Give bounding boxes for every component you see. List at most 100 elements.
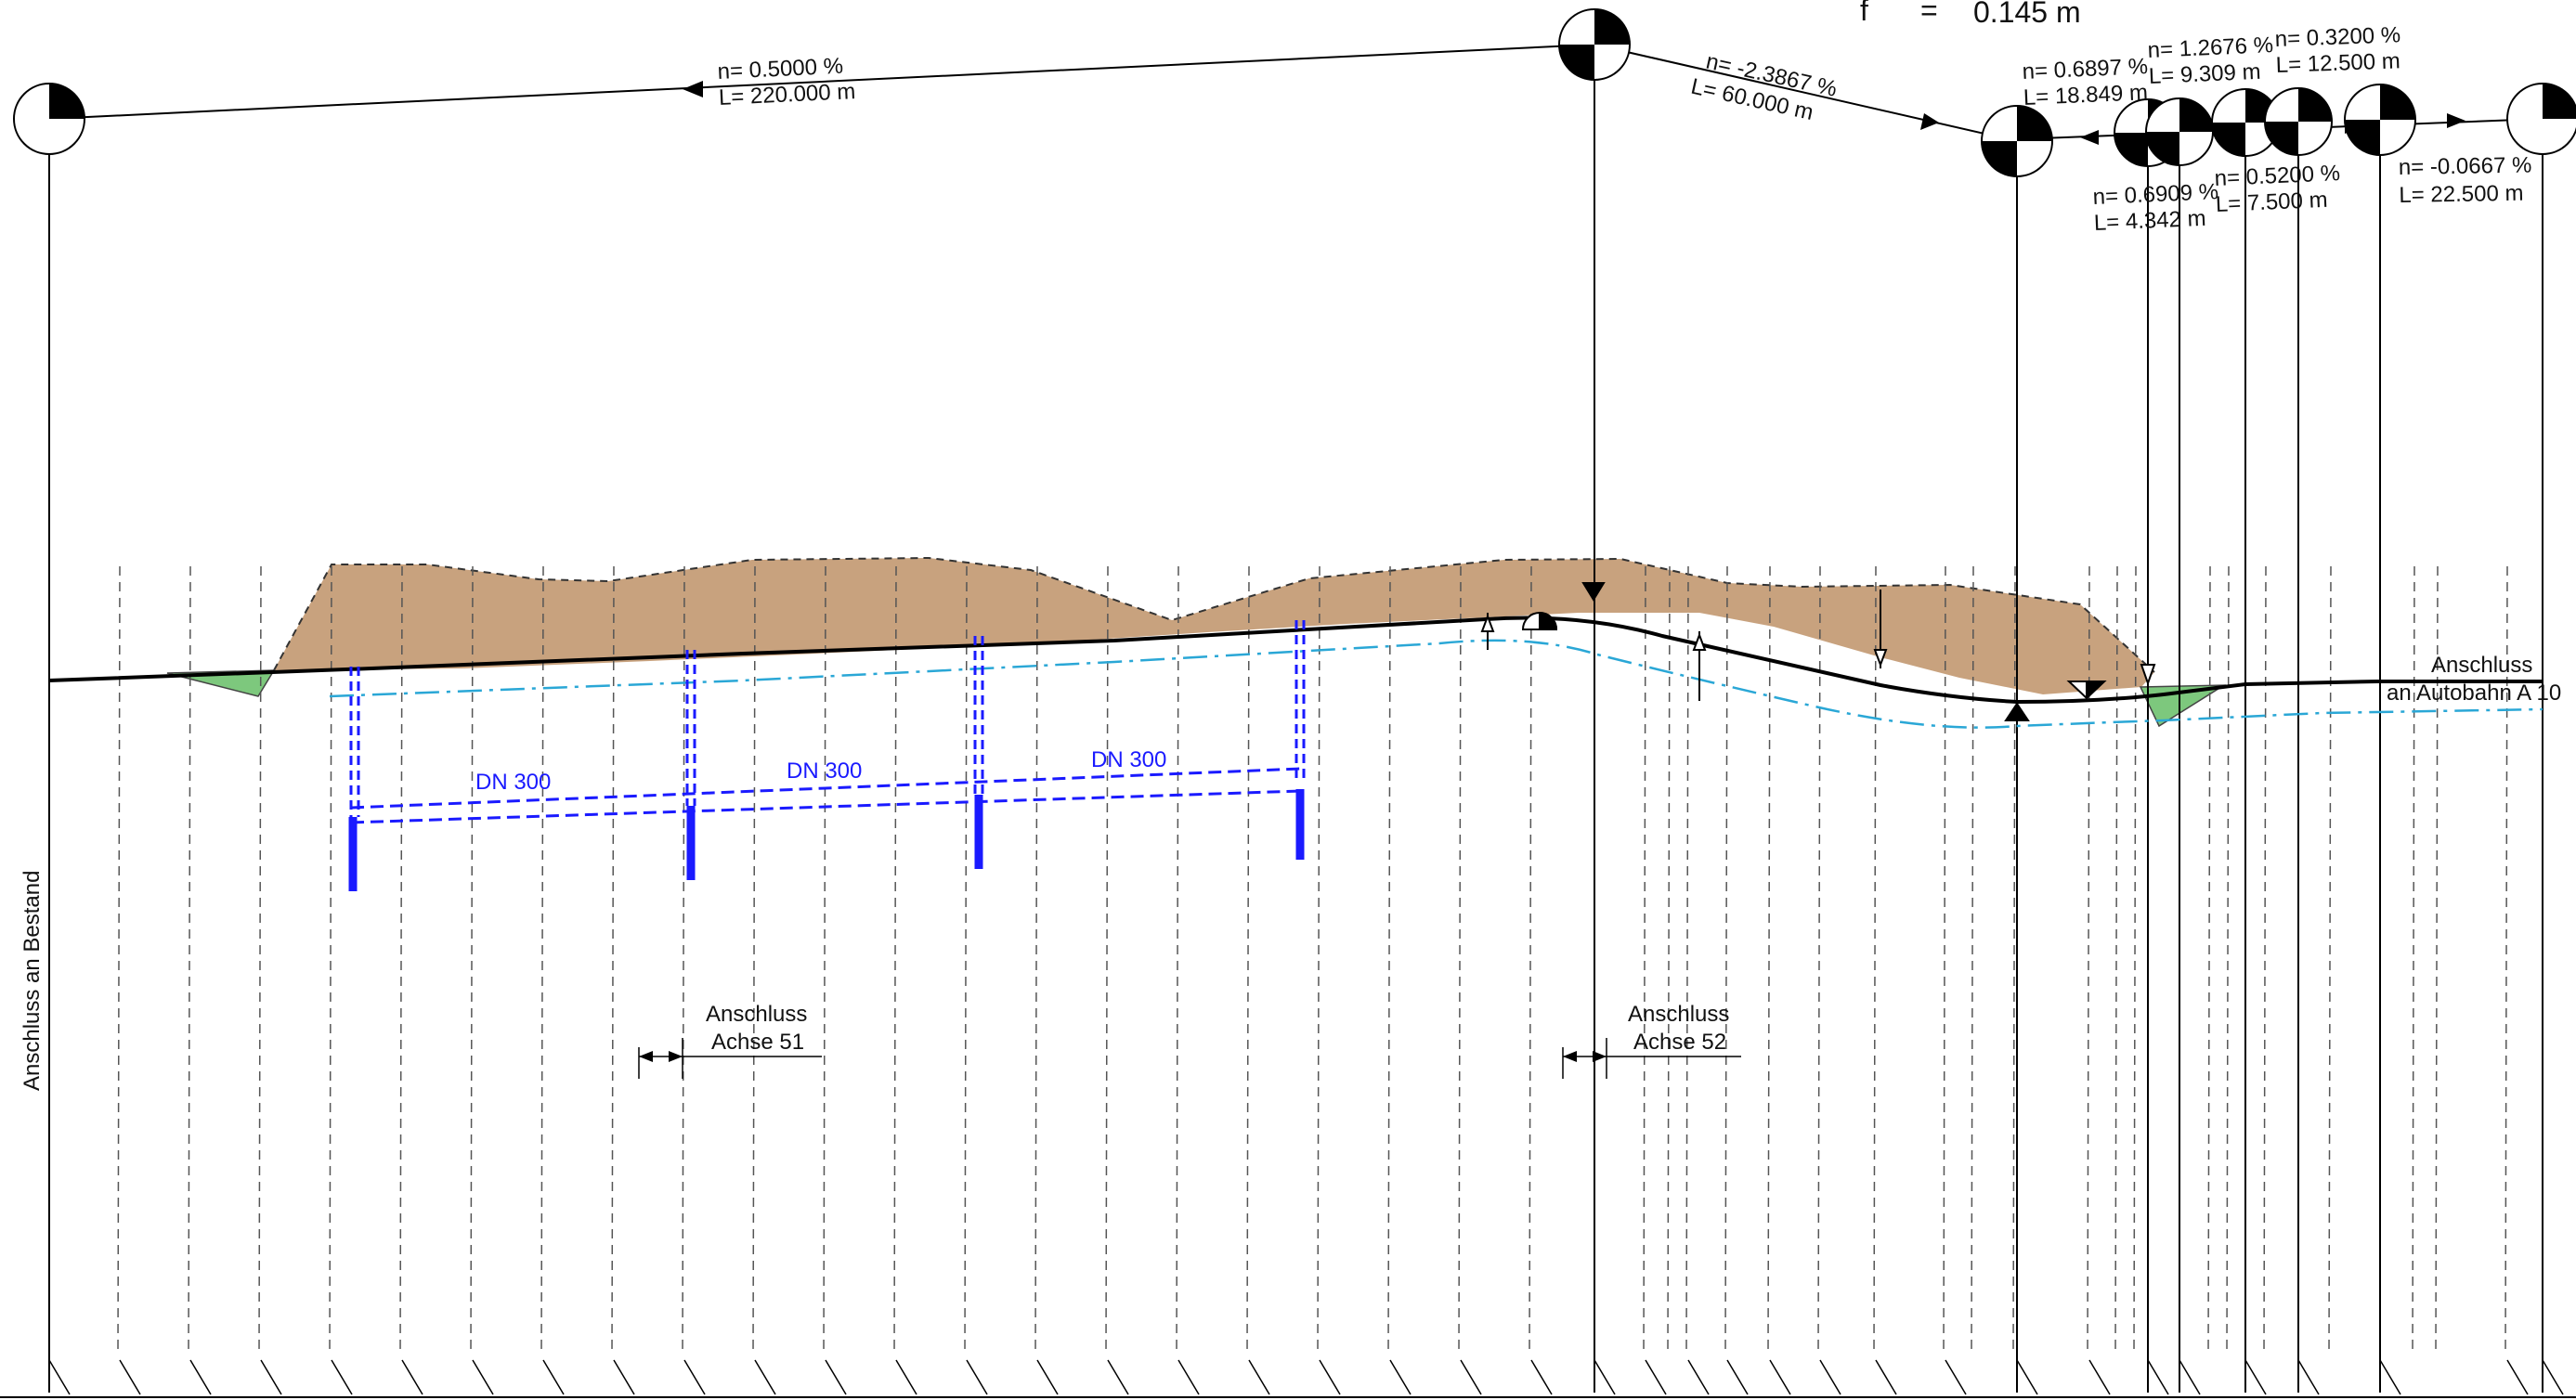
station-line <box>117 565 121 1356</box>
profile-markers <box>1480 582 2156 721</box>
station-line <box>1529 565 1532 1356</box>
station-line <box>188 565 191 1356</box>
svg-text:n= 0.5000 %: n= 0.5000 % <box>717 54 844 84</box>
svg-text:L= 12.500 m: L= 12.500 m <box>2275 48 2400 78</box>
break-marker-3 <box>1981 105 2053 177</box>
grade-arrow-3 <box>2080 130 2099 145</box>
svg-text:L= 18.849 m: L= 18.849 m <box>2023 80 2148 110</box>
bottom-tick <box>1687 1359 1710 1395</box>
bottom-tick <box>1107 1359 1129 1395</box>
pipe-label-1: DN 300 <box>475 770 551 795</box>
station-line <box>540 565 544 1356</box>
svg-text:Achse 52: Achse 52 <box>1633 1030 1726 1055</box>
station-line <box>2087 565 2090 1356</box>
station-line <box>2207 565 2211 1356</box>
station-line <box>893 565 897 1356</box>
station-line <box>2328 565 2332 1356</box>
bottom-tick <box>2016 1359 2038 1395</box>
embankment-fill <box>274 558 2154 694</box>
bottom-tick <box>2179 1359 2201 1395</box>
f-value: 0.145 m <box>1973 0 2081 29</box>
svg-text:n= 0.5200 %: n= 0.5200 % <box>2214 161 2341 191</box>
bottom-tick <box>825 1359 847 1395</box>
bottom-tick <box>1530 1359 1553 1395</box>
station-line <box>399 565 403 1356</box>
station-line <box>2504 565 2508 1356</box>
svg-text:n= 0.6909 %: n= 0.6909 % <box>2092 179 2219 210</box>
svg-text:an Autobahn A 10: an Autobahn A 10 <box>2387 681 2561 706</box>
bottom-tick <box>1945 1359 1967 1395</box>
bottom-tick <box>2506 1359 2529 1395</box>
bottom-tick <box>189 1359 212 1395</box>
svg-text:L= 220.000 m: L= 220.000 m <box>718 79 856 110</box>
bottom-tick <box>401 1359 423 1395</box>
svg-text:L= 7.500 m: L= 7.500 m <box>2215 188 2328 217</box>
grade-label-6: n= 0.5200 % L= 7.500 m <box>2214 161 2341 217</box>
embankment-top-dashed <box>273 556 2155 673</box>
connection-bestand: Anschluss an Bestand <box>20 871 45 1091</box>
grade-break-lines <box>48 42 2543 1393</box>
bottom-tick <box>1248 1359 1270 1395</box>
bottom-tick <box>1726 1359 1749 1395</box>
bottom-tick <box>542 1359 565 1395</box>
svg-text:Anschluss: Anschluss <box>1628 1002 1729 1027</box>
station-line <box>1724 565 1728 1356</box>
station-line <box>1685 565 1689 1356</box>
station-line <box>1971 565 1974 1356</box>
bottom-tick <box>895 1359 917 1395</box>
bottom-tick <box>1319 1359 1341 1395</box>
bottom-ticks <box>48 1359 2564 1395</box>
grade-label-7: n= 0.3200 % L= 12.500 m <box>2274 22 2400 78</box>
f-equals: = <box>1920 0 1938 27</box>
station-line <box>1387 565 1391 1356</box>
grade-label-8: n= -0.0667 % L= 22.500 m <box>2399 152 2532 207</box>
svg-text:n= -0.0667 %: n= -0.0667 % <box>2399 152 2532 179</box>
station-line <box>1873 565 1877 1356</box>
bottom-tick <box>260 1359 282 1395</box>
grade-arrow-7 <box>2447 113 2465 128</box>
svg-text:n= 1.2676 %: n= 1.2676 % <box>2147 32 2274 63</box>
bottom-tick <box>1389 1359 1412 1395</box>
break-marker-8 <box>2344 84 2416 156</box>
station-line <box>1458 565 1462 1356</box>
station-line <box>611 565 615 1356</box>
station-line <box>258 565 262 1356</box>
station-line <box>1943 565 1946 1356</box>
terrain-line <box>329 639 2543 729</box>
svg-text:n= 0.6897 %: n= 0.6897 % <box>2022 54 2149 84</box>
station-line <box>2012 565 2016 1356</box>
break-marker-7 <box>2264 87 2333 156</box>
bottom-tick <box>2088 1359 2111 1395</box>
station-line <box>329 565 332 1356</box>
svg-text:Anschluss: Anschluss <box>2431 653 2532 678</box>
station-line <box>1246 565 1250 1356</box>
svg-text:L= 4.342 m: L= 4.342 m <box>2093 206 2206 236</box>
bottom-tick <box>1819 1359 1841 1395</box>
grade-label-2: n= -2.3867 % L= 60.000 m <box>1688 48 1839 125</box>
f-symbol: f <box>1860 0 1868 27</box>
station-line <box>1667 565 1671 1356</box>
station-line <box>1643 565 1646 1356</box>
pipe-label-2: DN 300 <box>787 758 862 784</box>
bottom-tick <box>2542 1359 2564 1395</box>
connection-achse-51: Anschluss Achse 51 <box>638 1002 822 1079</box>
station-line <box>470 565 474 1356</box>
bottom-tick <box>1769 1359 1791 1395</box>
svg-text:Achse 51: Achse 51 <box>711 1030 804 1055</box>
station-line <box>1176 565 1179 1356</box>
svg-text:L= 22.500 m: L= 22.500 m <box>2399 181 2524 208</box>
station-line <box>682 565 685 1356</box>
station-line <box>2412 565 2415 1356</box>
bottom-tick <box>2244 1359 2267 1395</box>
station-line <box>752 565 756 1356</box>
bottom-tick <box>119 1359 141 1395</box>
break-marker-9 <box>2506 83 2576 155</box>
connection-autobahn: Anschluss an Autobahn A 10 <box>2387 653 2561 706</box>
bottom-tick <box>1460 1359 1482 1395</box>
grade-arrow-1 <box>683 81 703 97</box>
station-line <box>1034 565 1038 1356</box>
bottom-tick <box>1177 1359 1200 1395</box>
pipe-label-3: DN 300 <box>1091 747 1166 772</box>
grade-label-4: n= 0.6909 % L= 4.342 m <box>2092 179 2219 236</box>
